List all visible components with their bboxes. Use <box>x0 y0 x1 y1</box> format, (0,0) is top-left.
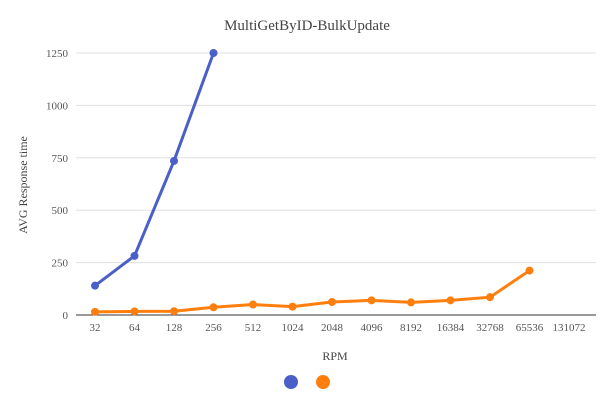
y-axis-label: AVG Response time <box>16 136 30 234</box>
x-tick-label: 64 <box>129 322 141 334</box>
series-line <box>93 51 215 288</box>
data-point <box>130 251 139 260</box>
data-point <box>209 303 218 312</box>
data-point <box>170 307 178 316</box>
x-tick-label: 256 <box>205 322 222 334</box>
x-axis-ticks: 32 64 128 256 512 1024 2048 4096 8192 16384 32768 6… <box>90 322 586 334</box>
x-tick-label: 128 <box>166 322 183 334</box>
data-point <box>367 296 376 305</box>
y-tick-label: 750 <box>52 153 69 165</box>
data-point <box>525 266 534 275</box>
gridlines <box>76 52 596 316</box>
data-point <box>407 298 415 307</box>
data-point <box>249 300 257 309</box>
y-tick-label: 0 <box>63 310 69 322</box>
data-point <box>130 307 139 316</box>
legend-marker <box>284 375 298 389</box>
x-tick-label: 32 <box>90 322 101 334</box>
x-tick-label: 1024 <box>282 322 305 334</box>
legend <box>284 375 330 389</box>
data-point <box>328 298 336 307</box>
x-tick-label: 16384 <box>437 322 465 334</box>
data-point <box>91 281 99 290</box>
x-tick-label: 2048 <box>321 322 344 334</box>
x-tick-label: 65536 <box>516 322 544 334</box>
y-tick-label: 1250 <box>46 48 69 60</box>
data-point <box>170 156 178 165</box>
data-point <box>91 307 99 316</box>
y-tick-label: 1000 <box>46 100 69 112</box>
data-point <box>288 302 297 311</box>
x-tick-label: 4096 <box>361 322 384 334</box>
y-tick-label: 250 <box>52 258 69 270</box>
series-layer <box>91 49 534 316</box>
series-2 <box>91 266 534 316</box>
x-axis-label: RPM <box>322 349 348 363</box>
chart-title: MultiGetByID-BulkUpdate <box>224 18 390 34</box>
legend-marker <box>316 375 330 389</box>
y-axis-ticks: 0 250 500 750 1000 1250 <box>46 48 69 322</box>
series-line <box>93 269 531 314</box>
x-tick-label: 32768 <box>476 322 504 334</box>
series-1 <box>91 49 218 290</box>
x-tick-label: 131072 <box>553 322 586 334</box>
data-point <box>446 296 455 305</box>
x-tick-label: 512 <box>245 322 262 334</box>
data-point <box>486 293 494 302</box>
y-tick-label: 500 <box>52 205 69 217</box>
data-point <box>209 49 218 57</box>
x-tick-label: 8192 <box>400 322 422 334</box>
